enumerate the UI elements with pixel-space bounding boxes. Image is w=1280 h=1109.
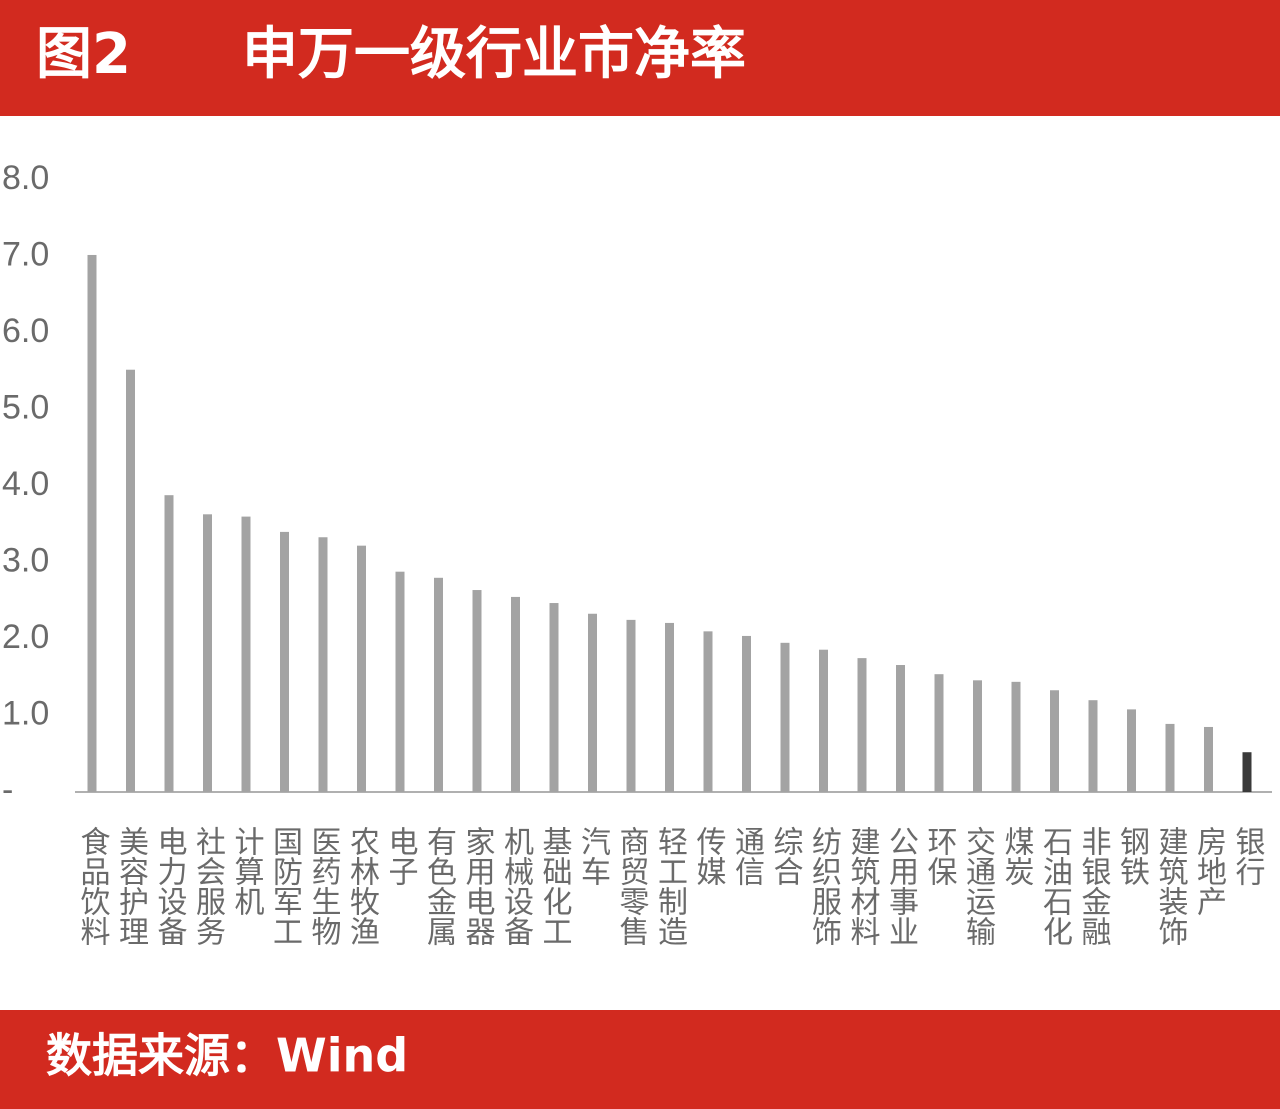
x-tick-label: 农林牧渔 xyxy=(344,826,380,946)
x-tick-label: 基础化工 xyxy=(537,826,573,946)
bar xyxy=(434,577,443,792)
bar xyxy=(1088,700,1098,792)
x-tick-label: 建筑材料 xyxy=(845,826,881,946)
x-tick-label: 电力设备 xyxy=(152,826,188,946)
bar xyxy=(549,603,559,792)
x-tick-label: 社会服务 xyxy=(190,826,226,946)
bar xyxy=(703,631,713,792)
x-tick-label: 汽车 xyxy=(575,826,610,886)
bar xyxy=(588,613,597,792)
bar xyxy=(896,665,905,792)
bar xyxy=(1011,681,1021,792)
y-tick-label: - xyxy=(2,771,13,809)
x-tick-label: 交通运输 xyxy=(960,826,995,946)
bar xyxy=(665,622,674,792)
bar xyxy=(1050,690,1059,792)
bar xyxy=(742,635,751,792)
x-tick-label: 国防军工 xyxy=(267,826,302,946)
x-tick-label: 家用电器 xyxy=(460,826,496,946)
bar xyxy=(857,658,867,792)
x-tick-label: 煤炭 xyxy=(999,826,1034,886)
bar xyxy=(357,545,366,792)
x-tick-label: 食品饮料 xyxy=(75,826,111,946)
y-tick-label: 7.0 xyxy=(2,235,49,273)
y-tick-label: 1.0 xyxy=(2,694,49,732)
bar xyxy=(472,590,482,792)
x-tick-label: 纺织服饰 xyxy=(806,826,842,946)
y-tick-label: 3.0 xyxy=(2,541,49,579)
x-tick-label: 传媒 xyxy=(691,826,727,886)
bar xyxy=(626,619,636,792)
bar xyxy=(280,531,289,792)
x-tick-label: 商贸零售 xyxy=(614,826,650,946)
x-tick-label: 通信 xyxy=(729,826,765,886)
x-tick-label: 计算机 xyxy=(229,826,265,916)
bar xyxy=(973,680,982,792)
x-tick-label: 有色金属 xyxy=(421,826,457,946)
x-tick-label: 钢铁 xyxy=(1114,826,1150,886)
y-tick-label: 2.0 xyxy=(2,618,49,656)
x-tick-label: 轻工制造 xyxy=(652,826,687,946)
x-tick-label: 建筑装饰 xyxy=(1153,826,1189,946)
x-tick-label: 银行 xyxy=(1230,826,1266,886)
x-tick-label: 美容护理 xyxy=(113,826,148,946)
bar xyxy=(1204,726,1213,792)
x-tick-label: 综合 xyxy=(768,826,803,886)
bar xyxy=(241,516,251,792)
x-tick-label: 医药生物 xyxy=(306,826,342,946)
source-note: 数据来源：Wind xyxy=(46,1029,408,1083)
bar xyxy=(511,596,520,792)
chart-title: 申万一级行业市净率 xyxy=(242,22,746,87)
x-tick-label: 环保 xyxy=(922,826,958,886)
x-tick-label: 房地产 xyxy=(1191,826,1227,916)
y-tick-label: 5.0 xyxy=(2,388,49,426)
bar xyxy=(780,642,790,792)
y-tick-label: 8.0 xyxy=(2,159,49,197)
y-tick-label: 6.0 xyxy=(2,312,49,350)
bar xyxy=(318,537,328,792)
figure-label: 图2 xyxy=(36,22,131,87)
bar xyxy=(126,369,135,792)
header-band xyxy=(0,0,1280,116)
x-tick-label: 机械设备 xyxy=(498,826,534,946)
bar xyxy=(819,649,828,792)
x-tick-label: 电子 xyxy=(383,826,418,886)
bar xyxy=(87,254,97,793)
bar xyxy=(1242,752,1252,792)
bar xyxy=(395,571,405,792)
footer-band xyxy=(0,1010,1280,1109)
bar xyxy=(203,514,212,792)
bar xyxy=(1127,709,1136,792)
y-tick-label: 4.0 xyxy=(2,465,49,503)
x-tick-label: 石油石化 xyxy=(1037,826,1073,946)
bar xyxy=(1165,723,1175,792)
x-tick-label: 公用事业 xyxy=(883,826,919,946)
bar xyxy=(164,495,174,792)
bar xyxy=(934,674,944,792)
x-tick-label: 非银金融 xyxy=(1076,826,1112,946)
